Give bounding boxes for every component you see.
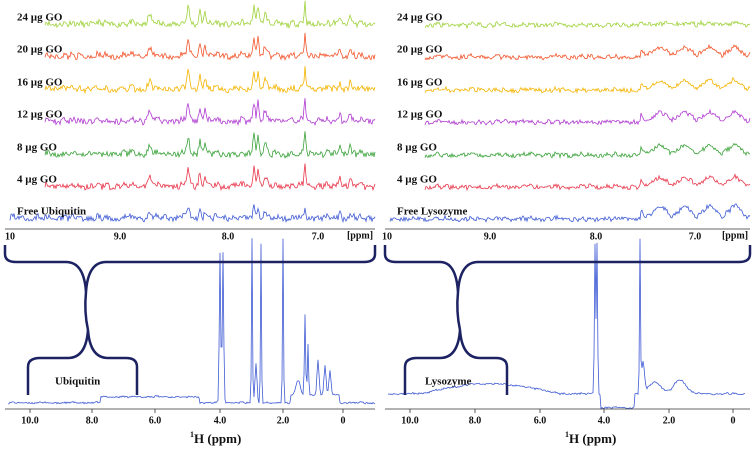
spectrum xyxy=(7,238,376,405)
label: H (ppm) xyxy=(569,431,616,446)
spectrum xyxy=(44,32,376,61)
superscript: 1 xyxy=(190,430,194,439)
spectrum xyxy=(387,238,746,410)
spectrum xyxy=(424,173,751,192)
x-tick-label: 6.0 xyxy=(149,415,162,426)
trace-label: Free Ubiquitin xyxy=(17,206,86,218)
bracket xyxy=(26,329,139,395)
spectrum xyxy=(44,98,376,127)
spectrum xyxy=(44,66,376,95)
spectrum xyxy=(424,19,751,30)
trace-label: 12 µg GO xyxy=(17,109,63,121)
spectrum xyxy=(389,203,751,223)
spectrum xyxy=(424,43,751,61)
x-axis-label: 1H (ppm) xyxy=(565,430,616,446)
x-tick-label: 7.0 xyxy=(689,231,702,242)
x-tick-label: 10 xyxy=(5,231,15,242)
spectrum xyxy=(424,76,751,95)
bracket xyxy=(383,245,752,293)
trace-label: 4 µg GO xyxy=(17,174,57,186)
trace-label: 24 µg GO xyxy=(397,12,443,24)
x-tick-label: 10.0 xyxy=(401,415,419,426)
inset-label: Lysozyme xyxy=(425,376,472,388)
trace-label: 8 µg GO xyxy=(397,142,437,154)
bracket xyxy=(84,291,90,331)
x-unit: [ppm] xyxy=(347,230,373,241)
x-tick-label: 10.0 xyxy=(21,415,39,426)
x-tick-label: 4.0 xyxy=(214,415,227,426)
x-axis-label: 1H (ppm) xyxy=(190,430,241,446)
label: H (ppm) xyxy=(194,431,241,446)
spectrum xyxy=(44,131,376,159)
spectrum xyxy=(424,142,751,159)
x-tick-label: 9.0 xyxy=(484,231,497,242)
x-tick-label: 0 xyxy=(731,415,736,426)
bracket xyxy=(403,329,509,395)
x-tick-label: 8.0 xyxy=(469,415,482,426)
x-tick-label: 2.0 xyxy=(277,415,290,426)
x-tick-label: 8.0 xyxy=(590,231,603,242)
x-tick-label: 7.0 xyxy=(312,231,325,242)
inset-label: Ubiquitin xyxy=(55,376,100,388)
x-tick-label: 8.0 xyxy=(86,415,99,426)
superscript: 1 xyxy=(565,430,569,439)
x-tick-label: 9.0 xyxy=(114,231,127,242)
trace-label: 16 µg GO xyxy=(17,77,63,89)
x-tick-label: 10 xyxy=(382,231,392,242)
trace-label: 8 µg GO xyxy=(17,142,57,154)
x-unit: [ppm] xyxy=(722,230,748,241)
trace-label: 4 µg GO xyxy=(397,174,437,186)
spectrum xyxy=(44,163,376,192)
bracket xyxy=(456,291,462,331)
trace-label: 20 µg GO xyxy=(397,44,443,56)
trace-label: 20 µg GO xyxy=(17,44,63,56)
trace-label: 12 µg GO xyxy=(397,109,443,121)
trace-label: 24 µg GO xyxy=(17,12,63,24)
spectra xyxy=(7,0,751,410)
x-tick-label: 2.0 xyxy=(663,415,676,426)
spectrum xyxy=(9,204,376,224)
bracket xyxy=(3,245,377,293)
trace-label: 16 µg GO xyxy=(397,77,443,89)
x-tick-label: 8.0 xyxy=(222,231,235,242)
x-tick-label: 0 xyxy=(341,415,346,426)
x-tick-label: 4.0 xyxy=(598,415,611,426)
spectrum xyxy=(424,108,751,127)
x-tick-label: 6.0 xyxy=(534,415,547,426)
spectrum xyxy=(44,0,376,30)
trace-label: Free Lysozyme xyxy=(397,206,467,218)
